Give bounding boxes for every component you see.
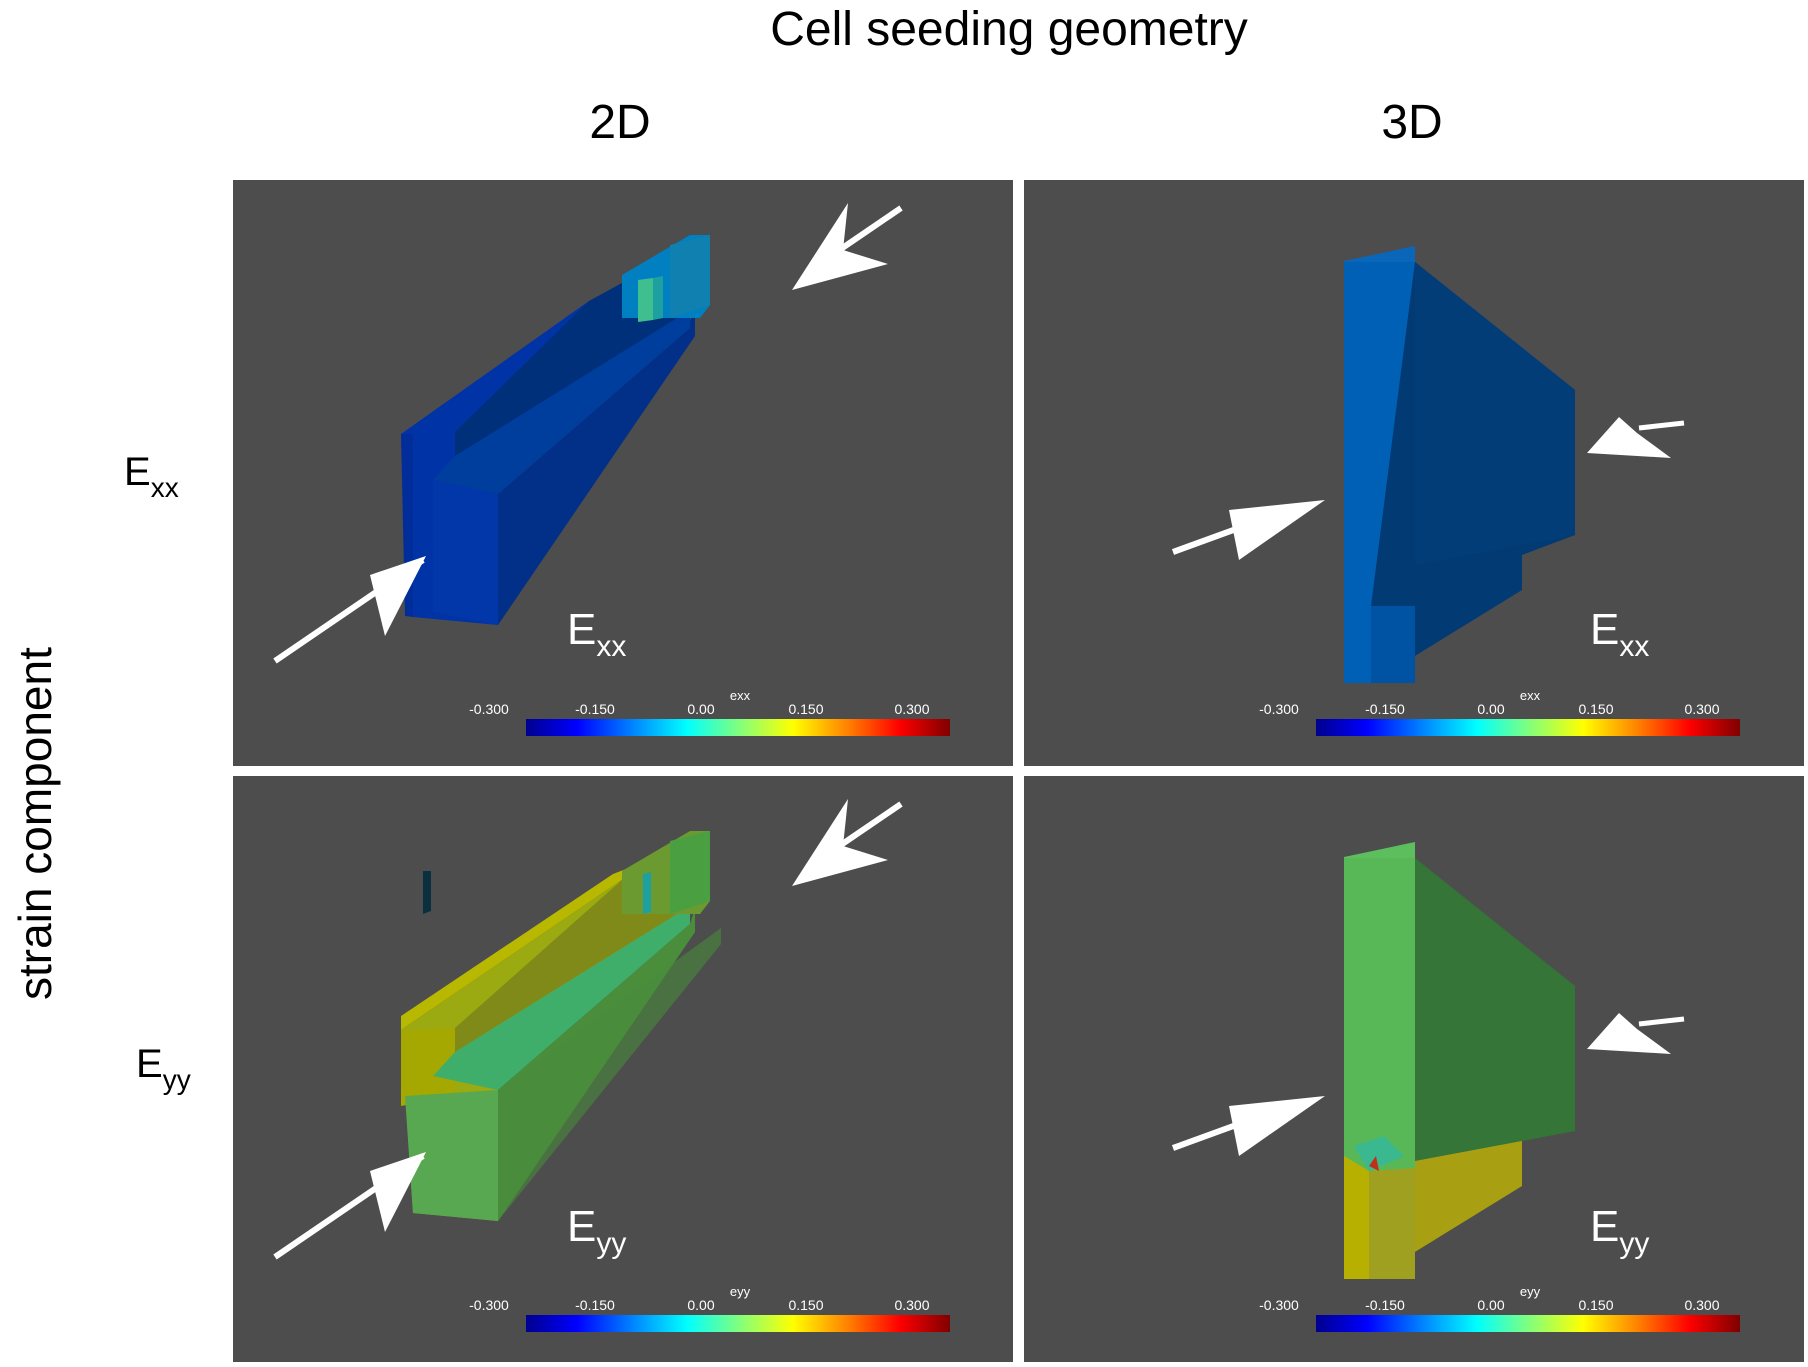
panel-3d-exx-render xyxy=(1171,246,1685,683)
panel-3d-eyy-render xyxy=(1171,842,1685,1279)
colorbar xyxy=(1316,1315,1740,1332)
side-axis-label: strain component xyxy=(9,647,61,1000)
colorbar-tick: -0.150 xyxy=(575,1297,615,1313)
colorbar-tick: 0.150 xyxy=(1578,701,1614,717)
colorbar-tick: -0.300 xyxy=(1259,1297,1299,1313)
column-header-2d: 2D xyxy=(589,96,651,149)
colorbar-title: exx xyxy=(729,688,751,703)
colorbar-tick: 0.300 xyxy=(1684,1297,1720,1313)
colorbar-title: eyy xyxy=(729,1284,751,1299)
panel-2d-exx-render xyxy=(273,203,903,664)
panel-2d-eyy: Eyy eyy -0.300 -0.150 0.00 0.150 0.300 xyxy=(233,776,1013,1362)
panel-3d-eyy: Eyy eyy -0.300 -0.150 0.00 0.150 0.300 xyxy=(1024,776,1804,1362)
row-label-eyy: Eyy xyxy=(136,1042,191,1095)
colorbar-tick: 0.00 xyxy=(1477,1297,1505,1313)
colorbar-tick: 0.300 xyxy=(894,1297,930,1313)
colorbar-tick: -0.150 xyxy=(575,701,615,717)
panel-2d-exx: Exx exx -0.300 -0.150 0.00 0.150 0.300 xyxy=(233,180,1013,766)
colorbar-title: exx xyxy=(1519,688,1541,703)
colorbar-tick: 0.00 xyxy=(687,701,715,717)
colorbar-tick: -0.150 xyxy=(1365,701,1405,717)
colorbar xyxy=(526,719,950,736)
colorbar-tick: 0.150 xyxy=(788,701,824,717)
colorbar-tick: 0.00 xyxy=(687,1297,715,1313)
panel-label: Eyy xyxy=(567,1202,627,1260)
colorbar-tick: -0.300 xyxy=(469,1297,509,1313)
row-label-exx: Exx xyxy=(124,450,179,503)
colorbar-tick: 0.150 xyxy=(788,1297,824,1313)
panel-3d-exx: Exx exx -0.300 -0.150 0.00 0.150 0.300 xyxy=(1024,180,1804,766)
column-header-3d: 3D xyxy=(1381,96,1443,149)
colorbar xyxy=(526,1315,950,1332)
panel-label: Exx xyxy=(567,605,627,663)
colorbar-tick: 0.150 xyxy=(1578,1297,1614,1313)
colorbar-title: eyy xyxy=(1519,1284,1541,1299)
colorbar-tick: -0.300 xyxy=(1259,701,1299,717)
colorbar-tick: -0.300 xyxy=(469,701,509,717)
colorbar-tick: 0.300 xyxy=(894,701,930,717)
colorbar-tick: 0.00 xyxy=(1477,701,1505,717)
colorbar-tick: 0.300 xyxy=(1684,701,1720,717)
panel-label: Eyy xyxy=(1590,1202,1650,1260)
figure-title: Cell seeding geometry xyxy=(770,3,1248,56)
panel-2d-eyy-render xyxy=(273,799,903,1260)
panel-label: Exx xyxy=(1590,605,1650,663)
colorbar-tick: -0.150 xyxy=(1365,1297,1405,1313)
colorbar xyxy=(1316,719,1740,736)
